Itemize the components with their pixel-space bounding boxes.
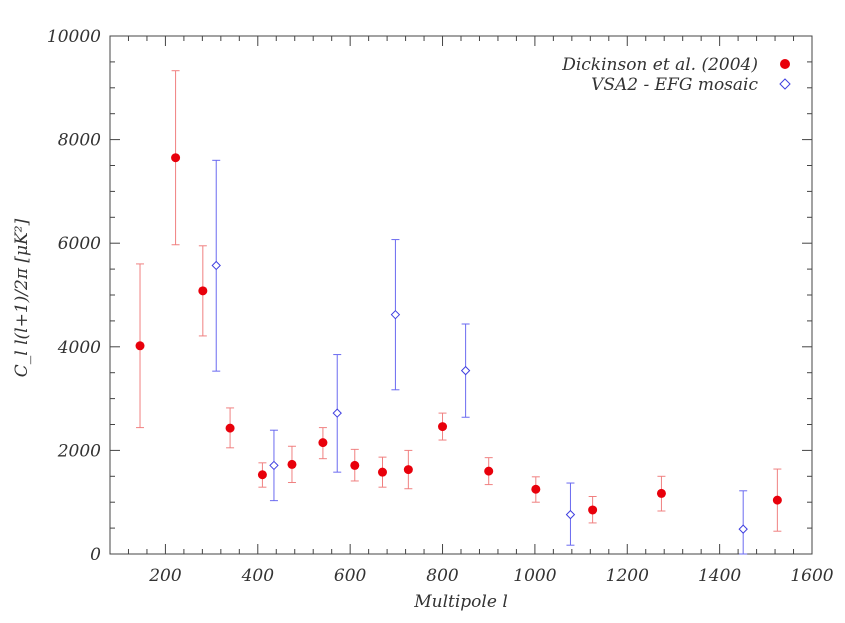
x-axis-label: Multipole l [413,592,508,612]
series-0 [135,70,782,532]
data-point [460,365,471,376]
x-tick-label: 400 [241,566,275,586]
data-point [287,459,297,469]
x-tick-label: 800 [426,566,459,586]
legend: Dickinson et al. (2004) VSA2 - EFG mosai… [561,55,791,95]
series-1 [211,159,748,555]
y-tick-label: 8000 [58,131,101,151]
y-tick-label: 6000 [58,234,101,254]
y-axis-label: C_l l(l+1)/2π [μK²] [12,218,32,377]
y-tick-label: 4000 [57,338,101,358]
data-point [531,484,541,494]
data-point [269,460,279,471]
series-layer [135,70,782,555]
data-point [484,466,494,476]
data-point [438,422,448,432]
legend-label-dickinson: Dickinson et al. (2004) [561,55,758,75]
data-point [257,470,267,480]
data-point [403,465,413,475]
x-tick-label: 1400 [698,566,741,586]
legend-label-vsa2: VSA2 - EFG mosaic [591,75,758,95]
x-tick-label: 1600 [790,566,833,586]
legend-marker-vsa2 [779,78,791,90]
data-point [135,341,145,351]
x-tick-label: 1000 [513,566,556,586]
x-tick-label: 200 [148,566,182,586]
y-tick-label: 0 [90,545,101,565]
data-point [225,423,235,433]
x-tick-label: 1200 [606,566,649,586]
data-point [211,260,221,271]
data-point [318,438,328,448]
data-point [198,286,208,296]
legend-marker-dickinson [780,59,790,69]
data-point [390,309,401,320]
y-tick-label: 10000 [47,27,101,47]
axis-tick-labels: 200 400 600 800 1000 1200 1400 1600 0 2000 4000 600… [47,27,834,586]
data-point [350,460,360,470]
data-point [332,408,342,418]
data-point [738,524,748,534]
data-point [588,505,598,515]
data-point [171,153,181,163]
data-point [377,467,387,477]
data-point [656,488,666,498]
axis-ticks [109,35,813,555]
data-point [772,495,782,505]
plot-frame [109,35,813,555]
y-tick-label: 2000 [57,441,101,461]
x-tick-label: 600 [334,566,367,586]
data-point [565,509,576,520]
